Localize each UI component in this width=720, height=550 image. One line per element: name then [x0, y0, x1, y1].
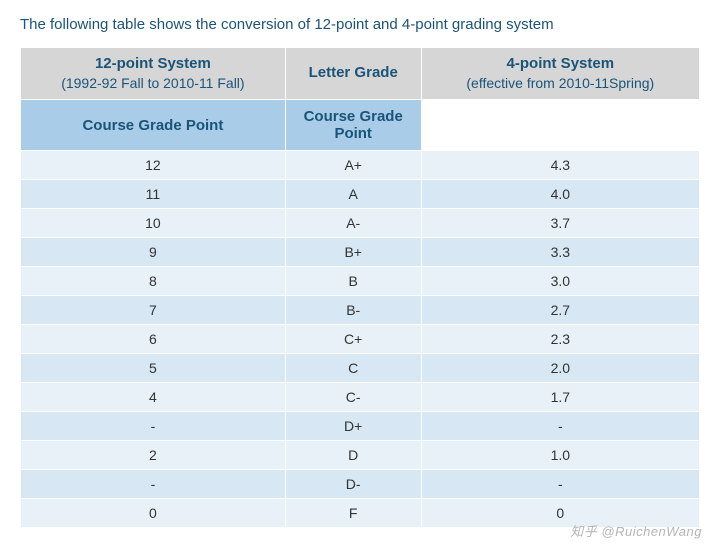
table-row: 5C2.0 — [21, 354, 700, 383]
table-row: 12A+4.3 — [21, 151, 700, 180]
cell-p4: 3.7 — [421, 209, 699, 238]
header-12pt-title: 12-point System — [25, 54, 281, 74]
header-12pt-system: 12-point System (1992-92 Fall to 2010-11… — [21, 48, 286, 100]
cell-letter: F — [285, 499, 421, 528]
cell-p4: 4.3 — [421, 151, 699, 180]
header-4pt-title: 4-point System — [426, 54, 695, 74]
header-4pt-system: 4-point System (effective from 2010-11Sp… — [421, 48, 699, 100]
cell-p4: - — [421, 412, 699, 441]
cell-p12: - — [21, 470, 286, 499]
header-letter-grade: Letter Grade — [285, 48, 421, 100]
cell-p12: 11 — [21, 180, 286, 209]
cell-letter: D — [285, 441, 421, 470]
cell-p12: 5 — [21, 354, 286, 383]
cell-p12: 6 — [21, 325, 286, 354]
header-cgp-12pt: Course Grade Point — [21, 100, 286, 151]
cell-p12: 8 — [21, 267, 286, 296]
cell-letter: C — [285, 354, 421, 383]
table-row: 6C+2.3 — [21, 325, 700, 354]
header-cgp-4pt: Course Grade Point — [285, 100, 421, 151]
grading-conversion-table: 12-point System (1992-92 Fall to 2010-11… — [20, 47, 700, 528]
cell-letter: D+ — [285, 412, 421, 441]
cell-p4: - — [421, 470, 699, 499]
table-row: 9B+3.3 — [21, 238, 700, 267]
cell-p12: 4 — [21, 383, 286, 412]
table-row: 11A4.0 — [21, 180, 700, 209]
cell-p4: 2.7 — [421, 296, 699, 325]
table-row: 8B3.0 — [21, 267, 700, 296]
header-4pt-subtitle: (effective from 2010-11Spring) — [426, 74, 695, 93]
table-row: 2D1.0 — [21, 441, 700, 470]
cell-p4: 1.7 — [421, 383, 699, 412]
table-caption: The following table shows the conversion… — [20, 16, 700, 33]
cell-p12: 12 — [21, 151, 286, 180]
cell-p4: 2.0 — [421, 354, 699, 383]
cell-letter: D- — [285, 470, 421, 499]
table-row: -D-- — [21, 470, 700, 499]
cell-letter: A — [285, 180, 421, 209]
header-12pt-subtitle: (1992-92 Fall to 2010-11 Fall) — [25, 74, 281, 93]
header-row-cgp: Course Grade Point Course Grade Point — [21, 100, 700, 151]
cell-letter: A+ — [285, 151, 421, 180]
cell-p12: 2 — [21, 441, 286, 470]
cell-p4: 2.3 — [421, 325, 699, 354]
cell-p4: 1.0 — [421, 441, 699, 470]
table-row: 4C-1.7 — [21, 383, 700, 412]
cell-letter: B — [285, 267, 421, 296]
cell-letter: B- — [285, 296, 421, 325]
table-row: 0F0 — [21, 499, 700, 528]
cell-letter: C- — [285, 383, 421, 412]
cell-p12: - — [21, 412, 286, 441]
cell-letter: B+ — [285, 238, 421, 267]
cell-letter: C+ — [285, 325, 421, 354]
cell-letter: A- — [285, 209, 421, 238]
cell-p4: 3.0 — [421, 267, 699, 296]
cell-p4: 3.3 — [421, 238, 699, 267]
cell-p12: 10 — [21, 209, 286, 238]
table-row: 7B-2.7 — [21, 296, 700, 325]
table-row: 10A-3.7 — [21, 209, 700, 238]
cell-p12: 7 — [21, 296, 286, 325]
table-row: -D+- — [21, 412, 700, 441]
cell-p12: 9 — [21, 238, 286, 267]
cell-p12: 0 — [21, 499, 286, 528]
header-row-systems: 12-point System (1992-92 Fall to 2010-11… — [21, 48, 700, 100]
cell-p4: 4.0 — [421, 180, 699, 209]
cell-p4: 0 — [421, 499, 699, 528]
